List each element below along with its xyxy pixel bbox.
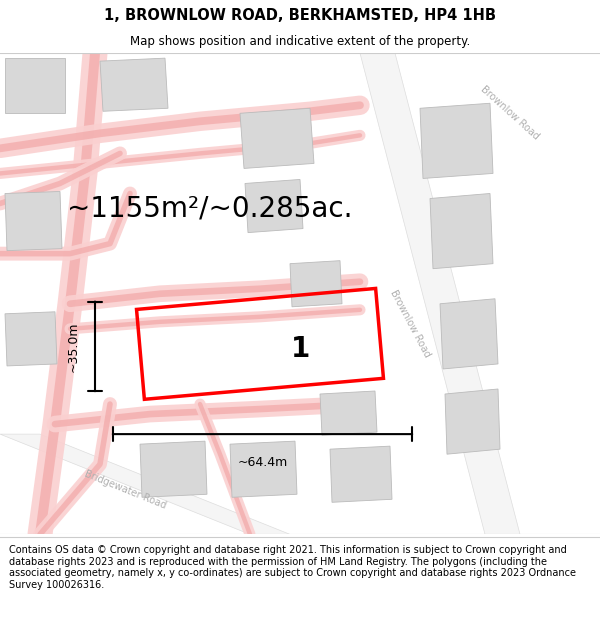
Polygon shape xyxy=(290,261,342,307)
Polygon shape xyxy=(440,299,498,369)
Text: ~35.0m: ~35.0m xyxy=(67,321,79,372)
Text: Brownlow Road: Brownlow Road xyxy=(479,84,541,142)
Polygon shape xyxy=(420,103,493,179)
Text: Bridgewater Road: Bridgewater Road xyxy=(83,468,167,510)
Polygon shape xyxy=(230,441,297,498)
Text: 1: 1 xyxy=(290,335,310,363)
Polygon shape xyxy=(5,58,65,113)
Text: Map shows position and indicative extent of the property.: Map shows position and indicative extent… xyxy=(130,35,470,48)
Polygon shape xyxy=(0,434,290,534)
Polygon shape xyxy=(140,441,207,498)
Polygon shape xyxy=(330,446,392,503)
Polygon shape xyxy=(5,191,62,251)
Text: Brownlow Road: Brownlow Road xyxy=(388,288,432,359)
Polygon shape xyxy=(360,53,520,534)
Text: Contains OS data © Crown copyright and database right 2021. This information is : Contains OS data © Crown copyright and d… xyxy=(9,545,576,590)
Polygon shape xyxy=(430,194,493,269)
Polygon shape xyxy=(100,58,168,111)
Polygon shape xyxy=(445,389,500,454)
Polygon shape xyxy=(245,179,303,232)
Polygon shape xyxy=(5,312,57,366)
Text: 1, BROWNLOW ROAD, BERKHAMSTED, HP4 1HB: 1, BROWNLOW ROAD, BERKHAMSTED, HP4 1HB xyxy=(104,8,496,23)
Text: ~64.4m: ~64.4m xyxy=(238,456,287,469)
Polygon shape xyxy=(240,108,314,168)
Text: ~1155m²/~0.285ac.: ~1155m²/~0.285ac. xyxy=(67,194,353,222)
Polygon shape xyxy=(320,391,377,435)
